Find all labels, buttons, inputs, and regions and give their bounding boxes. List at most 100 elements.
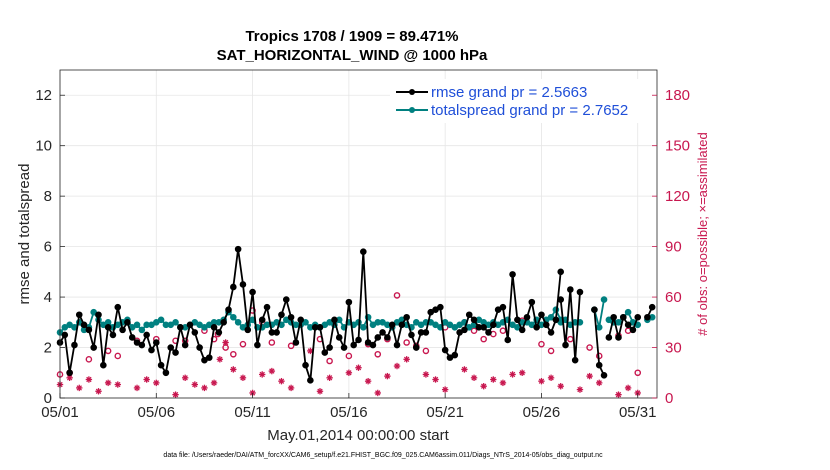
obs-assimilated-point	[441, 386, 449, 393]
rmse-point	[292, 339, 300, 346]
obs-assimilated-point	[384, 372, 391, 380]
obs-assimilated-point	[374, 389, 381, 397]
rmse-point	[335, 334, 343, 341]
x-tick-label: 05/06	[138, 404, 176, 421]
rmse-point	[552, 316, 560, 324]
rmse-point	[239, 281, 247, 288]
rmse-point	[504, 336, 512, 344]
rmse-point	[210, 324, 218, 331]
y-right-tick-label: 30	[665, 340, 682, 357]
obs-possible-point	[230, 350, 237, 358]
y-tick-label: 6	[44, 239, 52, 256]
x-tick-label: 05/31	[619, 404, 657, 421]
rmse-point	[441, 346, 449, 354]
rmse-point	[490, 321, 497, 329]
rmse-point	[220, 319, 227, 326]
obs-possible-point	[547, 347, 555, 355]
obs-possible-point	[480, 335, 487, 343]
obs-assimilated-point	[547, 374, 555, 382]
rmse-point	[316, 324, 324, 331]
rmse-point	[388, 321, 396, 329]
y-tick-label: 0	[44, 390, 52, 407]
y-tick-label: 10	[35, 138, 52, 155]
obs-assimilated-point	[461, 366, 468, 373]
obs-assimilated-point	[133, 384, 141, 392]
obs-assimilated-point	[143, 376, 150, 383]
rmse-point	[157, 361, 165, 369]
rmse-point	[258, 316, 266, 324]
rmse-point	[533, 324, 540, 331]
legend-label-totalspread: totalspread grand pr = 2.7652	[431, 102, 628, 119]
x-tick-label: 05/21	[426, 404, 464, 421]
obs-possible-point	[104, 347, 112, 355]
obs-assimilated-point	[259, 371, 266, 378]
rmse-point	[177, 324, 184, 331]
obs-assimilated-point	[230, 366, 237, 373]
rmse-point	[379, 329, 386, 336]
rmse-point	[369, 341, 377, 349]
rmse-point	[225, 306, 232, 313]
rmse-point	[307, 377, 314, 384]
obs-possible-point	[239, 340, 247, 348]
obs-possible-point	[499, 327, 507, 335]
rmse-point	[567, 286, 574, 293]
obs-assimilated-point	[393, 362, 401, 370]
totalspread-point	[230, 313, 237, 321]
rmse-point	[461, 326, 468, 334]
y-right-tick-label: 60	[665, 289, 682, 306]
rmse-point	[624, 321, 632, 329]
obs-assimilated-point	[345, 369, 353, 376]
rmse-point	[355, 336, 362, 344]
rmse-point	[451, 351, 459, 359]
rmse-point	[547, 329, 555, 336]
rmse-point	[480, 324, 487, 331]
chart-title: Tropics 1708 / 1909 = 89.471%	[245, 28, 458, 45]
obs-assimilated-point	[499, 379, 507, 387]
rmse-point	[528, 298, 536, 306]
obs-assimilated-point	[624, 384, 632, 392]
x-tick-label: 05/11	[234, 404, 270, 421]
obs-assimilated-point	[557, 383, 564, 390]
rmse-point	[393, 341, 401, 349]
rmse-point	[557, 296, 565, 303]
rmse-point	[162, 369, 170, 377]
rmse-point	[181, 341, 189, 349]
rmse-point	[514, 316, 521, 324]
y-tick-label: 4	[44, 289, 52, 306]
y-right-tick-label: 120	[665, 188, 690, 205]
totalspread-point	[360, 324, 367, 331]
totalspread-point	[595, 324, 603, 331]
rmse-point	[437, 303, 444, 311]
series-lines	[56, 245, 656, 384]
obs-possible-point	[586, 344, 593, 351]
rmse-point	[615, 334, 622, 341]
rmse-point	[384, 334, 391, 341]
obs-assimilated-point	[596, 379, 603, 387]
obs-assimilated-point	[153, 379, 160, 387]
totalspread-point	[600, 296, 608, 303]
rmse-point	[648, 303, 656, 311]
rmse-point	[143, 331, 150, 339]
obs-assimilated-point	[364, 377, 372, 385]
obs-assimilated-point	[201, 384, 208, 392]
rmse-point	[374, 334, 382, 341]
obs-assimilated-point	[216, 356, 224, 363]
rmse-point	[470, 316, 478, 324]
obs-assimilated-point	[85, 376, 93, 383]
chart-subtitle: SAT_HORIZONTAL_WIND @ 1000 hPa	[217, 47, 488, 64]
rmse-point	[571, 356, 579, 364]
rmse-point	[148, 346, 155, 354]
obs-possible-point	[85, 356, 93, 363]
obs-assimilated-point	[326, 374, 333, 382]
rmse-point	[360, 248, 367, 255]
rmse-point	[557, 268, 565, 276]
obs-possible-point	[567, 335, 574, 343]
rmse-point	[538, 311, 545, 319]
rmse-point	[114, 303, 122, 311]
totalspread-point	[624, 308, 632, 316]
rmse-point	[345, 298, 353, 306]
rmse-point	[90, 344, 98, 351]
y-axis-label-right: # of obs: o=possible; ×=assimilated	[695, 132, 710, 335]
rmse-point	[542, 321, 550, 329]
obs-possible-point	[393, 292, 401, 299]
